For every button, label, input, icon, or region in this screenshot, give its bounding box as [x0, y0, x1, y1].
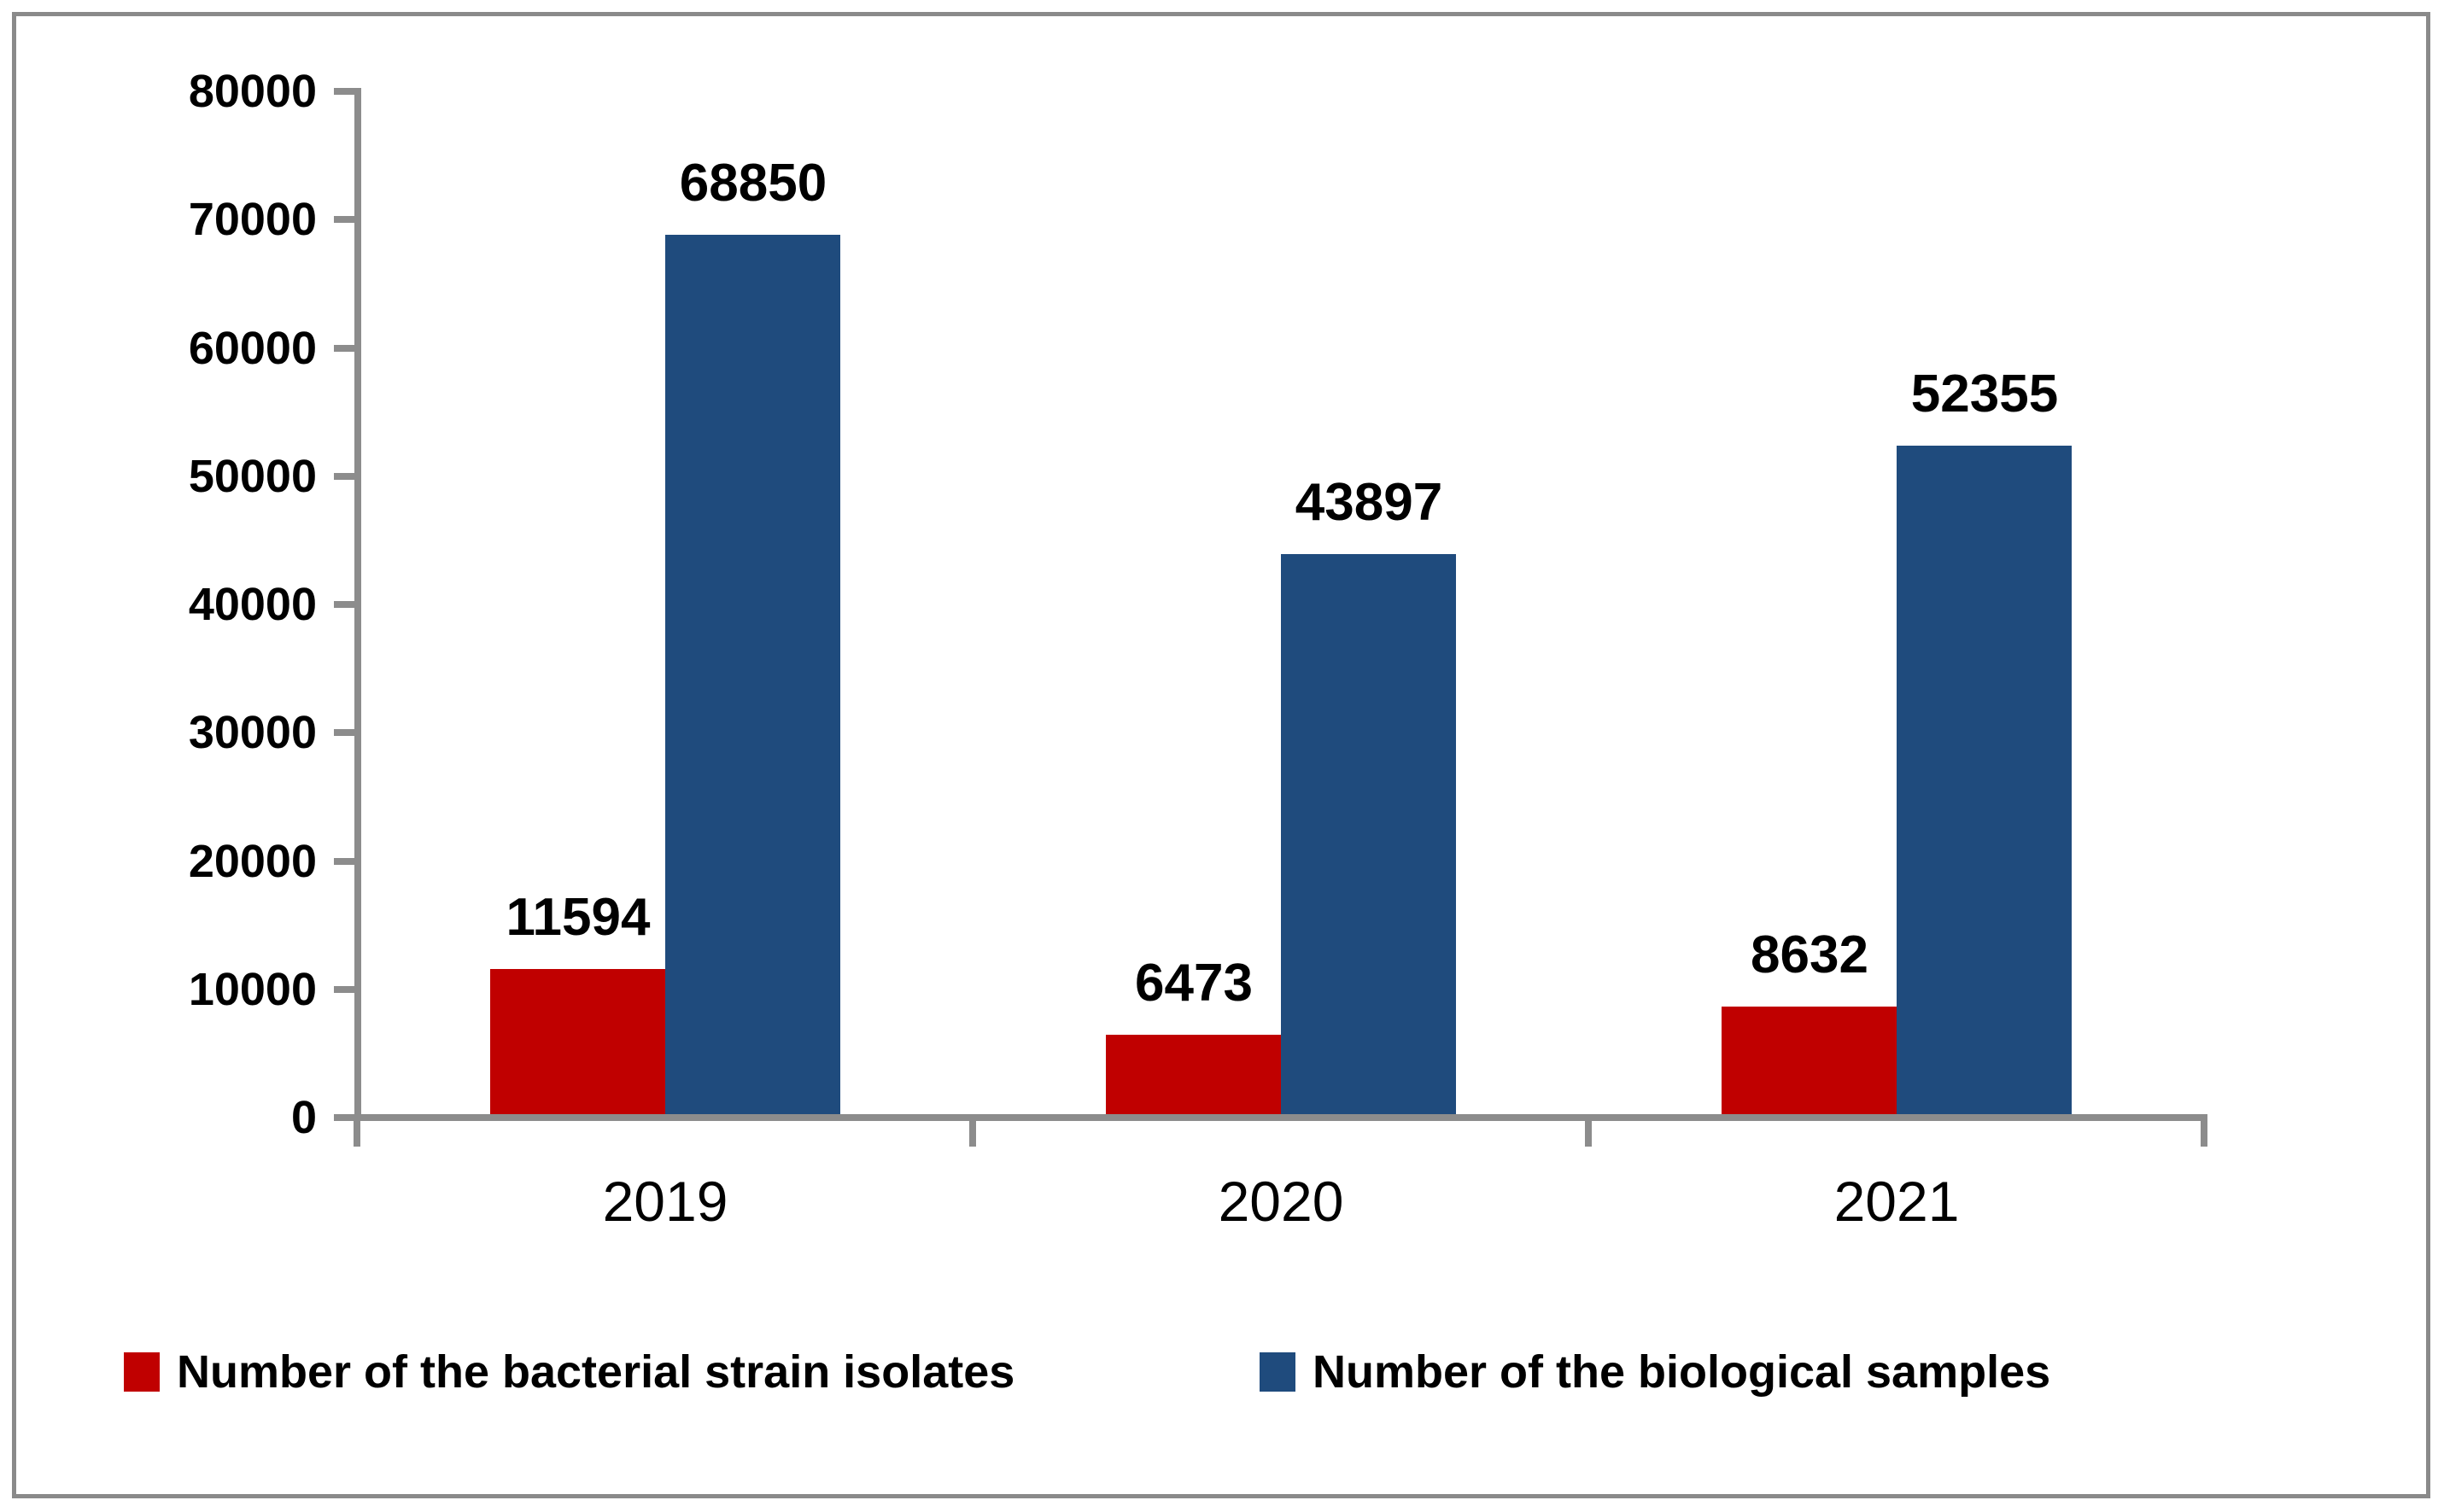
y-axis-tick-label: 30000 — [188, 707, 317, 758]
y-axis-tick-label: 0 — [290, 1092, 317, 1143]
bar-samples-2020 — [1281, 554, 1456, 1118]
legend-item-biological-samples: Number of the biological samples — [1260, 1342, 2050, 1402]
x-axis-tick — [969, 1114, 976, 1147]
y-axis-tick — [334, 729, 361, 736]
y-axis-tick — [334, 986, 361, 993]
bar-value-label: 8632 — [1751, 925, 1868, 984]
legend-label-bacterial-strain-isolates: Number of the bacterial strain isolates — [177, 1346, 1015, 1398]
y-axis-tick-label: 80000 — [188, 66, 317, 117]
x-axis-tick — [354, 1114, 360, 1147]
bar-value-label: 6473 — [1135, 954, 1253, 1013]
x-axis-line — [334, 1114, 2207, 1121]
bar-samples-2019 — [665, 235, 840, 1118]
bar-value-label: 43897 — [1295, 473, 1443, 532]
bar-value-label: 52355 — [1910, 365, 2059, 423]
legend-item-bacterial-strain-isolates: Number of the bacterial strain isolates — [124, 1342, 1014, 1402]
x-axis-label-2020: 2020 — [1218, 1170, 1344, 1233]
y-axis-tick-label: 10000 — [188, 964, 317, 1015]
y-axis-tick — [334, 88, 361, 95]
y-axis-tick-label: 70000 — [188, 194, 317, 245]
y-axis-tick-label: 40000 — [188, 579, 317, 630]
y-axis-tick — [334, 601, 361, 608]
legend-swatch-red — [124, 1352, 160, 1392]
y-axis-tick — [334, 216, 361, 223]
y-axis-tick-label: 60000 — [188, 323, 317, 374]
y-axis-tick — [334, 345, 361, 352]
bar-value-label: 11594 — [506, 888, 651, 947]
bar-isolates-2021 — [1722, 1007, 1897, 1118]
y-axis-tick-label: 20000 — [188, 836, 317, 887]
legend-swatch-blue — [1260, 1352, 1295, 1392]
bar-samples-2021 — [1897, 446, 2072, 1118]
x-axis-label-2019: 2019 — [602, 1170, 728, 1233]
y-axis-tick — [334, 858, 361, 865]
y-axis-tick-label: 50000 — [188, 451, 317, 502]
x-axis-tick — [1585, 1114, 1592, 1147]
bar-isolates-2019 — [490, 969, 665, 1118]
x-axis-label-2021: 2021 — [1833, 1170, 1960, 1233]
y-axis-tick — [334, 473, 361, 480]
y-axis-line — [354, 88, 361, 1121]
legend-label-biological-samples: Number of the biological samples — [1313, 1346, 2051, 1398]
bar-isolates-2020 — [1106, 1035, 1281, 1118]
x-axis-tick — [2201, 1114, 2207, 1147]
bar-value-label: 68850 — [679, 154, 827, 213]
